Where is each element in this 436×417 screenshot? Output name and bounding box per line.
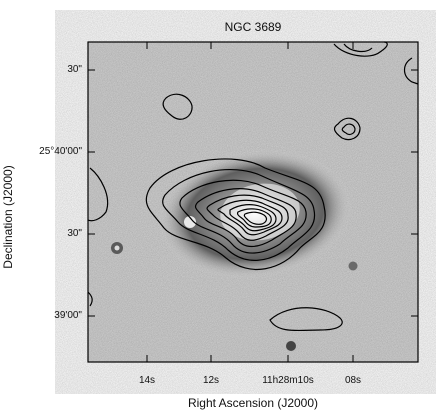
bright-knot <box>184 216 196 228</box>
x-axis-title: Right Ascension (J2000) <box>187 396 319 410</box>
y-tick-label: 39'00" <box>54 310 82 321</box>
x-tick-label: 14s <box>138 375 156 386</box>
x-ticks <box>146 42 354 362</box>
y-axis-title: Declination (J2000) <box>1 165 15 269</box>
contours <box>87 41 419 332</box>
y-tick-label: 30" <box>67 228 82 239</box>
star <box>348 261 358 271</box>
star-core <box>114 245 120 251</box>
y-ticks <box>88 69 418 317</box>
y-tick-label: 30" <box>67 64 82 75</box>
plot-frame <box>87 41 419 363</box>
figure-title: NGC 3689 <box>224 20 282 34</box>
x-tick-label: 12s <box>202 375 220 386</box>
star <box>286 341 296 351</box>
y-tick-label: 25°40'00" <box>39 146 82 157</box>
x-tick-label: 11h28m10s <box>262 375 314 386</box>
x-tick-label: 08s <box>344 375 362 386</box>
